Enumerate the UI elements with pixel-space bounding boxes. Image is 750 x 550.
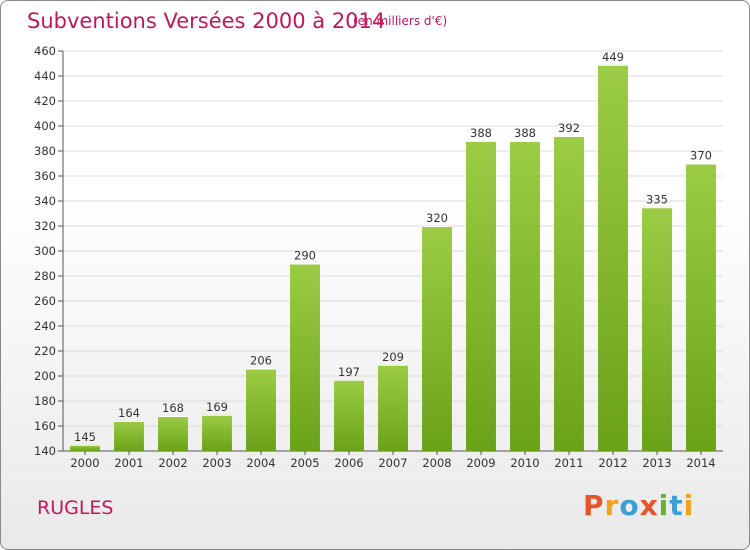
x-tick-label-2009: 2009	[466, 456, 495, 470]
value-label-2000: 145	[74, 430, 96, 444]
y-tick-label: 340	[34, 194, 56, 208]
chart-title: Subventions Versées 2000 à 2014	[27, 9, 386, 33]
bar-2002	[158, 416, 188, 451]
bar-2008	[422, 226, 452, 451]
value-label-2010: 388	[514, 126, 536, 140]
logo-letter: x	[639, 489, 659, 522]
logo-letter: i	[683, 489, 695, 522]
x-tick-label-2013: 2013	[642, 456, 671, 470]
x-tick-labels: 2000 2001 2002 2003 2004 2005 2006 2007 2008 2009…	[70, 451, 716, 470]
value-label-2008: 320	[426, 211, 448, 225]
logo-letter: i	[658, 489, 670, 522]
proxiti-logo: Proxiti	[583, 489, 694, 522]
logo-letter: t	[669, 489, 684, 522]
y-tick-label: 180	[34, 394, 56, 408]
value-label-2006: 197	[338, 365, 360, 379]
x-tick-label-2005: 2005	[290, 456, 319, 470]
bars	[70, 64, 716, 451]
x-tick-label-2004: 2004	[246, 456, 275, 470]
commune-name: RUGLES	[37, 497, 114, 519]
bar-2001	[114, 421, 144, 451]
x-tick-label-2011: 2011	[554, 456, 583, 470]
bar-2007	[378, 364, 408, 451]
y-tick-label: 320	[34, 219, 56, 233]
bar-2009	[466, 141, 496, 451]
x-tick-label-2001: 2001	[114, 456, 143, 470]
x-tick-label-2000: 2000	[70, 456, 99, 470]
value-label-2007: 209	[382, 350, 404, 364]
value-label-2004: 206	[250, 354, 272, 368]
y-tick-label: 200	[34, 369, 56, 383]
bar-2003	[202, 414, 232, 451]
logo-letter: o	[619, 489, 640, 522]
y-tick-label: 300	[34, 244, 56, 258]
logo-letter: r	[604, 489, 620, 522]
bar-2004	[246, 368, 276, 451]
value-labels: 145 164 168 169 206 290 197 209 320 388 388 392 449 3…	[74, 50, 712, 444]
value-label-2005: 290	[294, 249, 316, 263]
value-label-2003: 169	[206, 400, 228, 414]
value-label-2001: 164	[118, 406, 140, 420]
y-tick-label: 160	[34, 419, 56, 433]
logo-letter: P	[583, 489, 605, 522]
y-tick-label: 220	[34, 344, 56, 358]
y-tick-label: 360	[34, 169, 56, 183]
value-label-2012: 449	[602, 50, 624, 64]
y-tick-label: 380	[34, 144, 56, 158]
bar-2014	[686, 163, 716, 451]
value-label-2009: 388	[470, 126, 492, 140]
y-tick-label: 140	[34, 444, 56, 458]
chart-subtitle: (en milliers d'€)	[353, 14, 448, 28]
y-tick-label: 240	[34, 319, 56, 333]
bar-2010	[510, 141, 540, 451]
value-label-2013: 335	[646, 192, 668, 206]
value-label-2014: 370	[690, 149, 712, 163]
bar-2012	[598, 64, 628, 451]
x-tick-label-2008: 2008	[422, 456, 451, 470]
x-tick-label-2014: 2014	[686, 456, 715, 470]
x-tick-label-2010: 2010	[510, 456, 539, 470]
x-tick-label-2007: 2007	[378, 456, 407, 470]
bar-2011	[554, 136, 584, 451]
y-tick-label: 260	[34, 294, 56, 308]
x-tick-label-2003: 2003	[202, 456, 231, 470]
bar-2013	[642, 207, 672, 451]
value-label-2002: 168	[162, 401, 184, 415]
y-tick-label: 460	[34, 44, 56, 58]
bar-2000	[70, 444, 100, 451]
y-tick-labels: 140 160 180 200 220 240 260 280 300 320 340 360 380 4…	[34, 44, 56, 458]
bar-2005	[290, 263, 320, 451]
y-tick-label: 420	[34, 94, 56, 108]
y-tick-label: 400	[34, 119, 56, 133]
value-label-2011: 392	[558, 121, 580, 135]
x-tick-label-2002: 2002	[158, 456, 187, 470]
x-tick-label-2012: 2012	[598, 456, 627, 470]
y-tick-label: 280	[34, 269, 56, 283]
bar-2006	[334, 379, 364, 451]
y-tick-label: 440	[34, 69, 56, 83]
x-tick-label-2006: 2006	[334, 456, 363, 470]
